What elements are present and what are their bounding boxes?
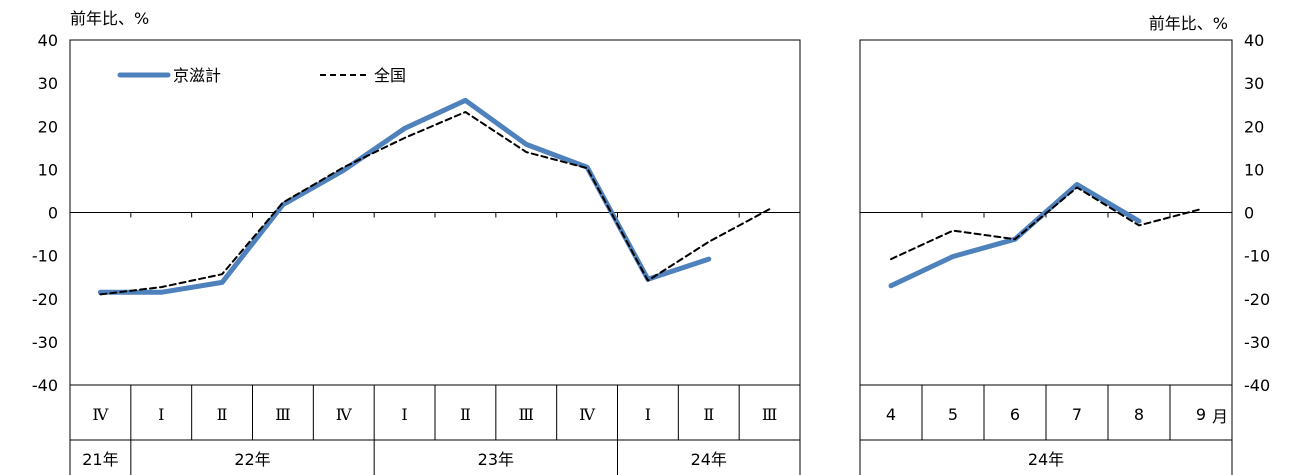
x-category-label: Ⅱ: [703, 405, 714, 424]
x-category-label: Ⅲ: [275, 405, 290, 424]
x-category-label: Ⅰ: [401, 405, 407, 424]
x-category-label: Ⅱ: [217, 405, 228, 424]
y-tick-label: 20: [38, 117, 58, 136]
y-tick-label: -40: [1244, 376, 1270, 395]
x-category-label: 5: [948, 405, 958, 424]
x-category-label: 4: [886, 405, 896, 424]
legend-label-national: 全国: [374, 66, 406, 85]
y-tick-label: 0: [48, 204, 58, 223]
series-line-national: [890, 186, 1202, 261]
y-unit-label-right: 前年比、%: [1149, 14, 1228, 33]
x-category-label: Ⅲ: [519, 405, 534, 424]
y-tick-label: 20: [1244, 117, 1264, 136]
year-group-label: 24年: [1028, 450, 1064, 469]
y-tick-label: -20: [1244, 290, 1270, 309]
y-tick-label: 40: [1244, 31, 1264, 50]
month-suffix-label: 月: [1212, 407, 1228, 426]
x-category-label: Ⅰ: [645, 405, 651, 424]
year-group-label: 21年: [82, 450, 118, 469]
y-tick-label: -30: [32, 333, 58, 352]
monthly-chart-panel: 前年比、% 40 30 20 10 0 -10 -20 -30 -40 4 5 6 7 8 9 月 24年: [859, 14, 1270, 475]
y-tick-label: -30: [1244, 333, 1270, 352]
quarterly-chart-panel: 前年比、% 40 30 20 10 0 -10 -20 -30 -40 Ⅳ Ⅰ Ⅱ Ⅲ Ⅳ Ⅰ Ⅱ Ⅲ Ⅳ Ⅰ Ⅱ Ⅲ 21…: [32, 9, 801, 475]
y-tick-label: -10: [1244, 247, 1270, 266]
y-unit-label-left: 前年比、%: [70, 9, 149, 28]
legend-label-kyoshi: 京滋計: [173, 66, 221, 85]
y-tick-label: -20: [32, 290, 58, 309]
x-category-label: Ⅱ: [460, 405, 471, 424]
y-tick-label: 30: [1244, 74, 1264, 93]
y-tick-label: 10: [1244, 160, 1264, 179]
x-category-label: Ⅳ: [336, 405, 353, 424]
x-category-label: 8: [1134, 405, 1144, 424]
x-category-label: 6: [1010, 405, 1020, 424]
y-tick-label: 10: [38, 160, 58, 179]
y-tick-label: 40: [38, 31, 58, 50]
series-line-national: [99, 111, 771, 296]
series-line-kyoshi: [888, 182, 1142, 289]
series-line-kyoshi: [97, 97, 712, 295]
year-group-label: 22年: [234, 450, 270, 469]
y-tick-label: -40: [32, 376, 58, 395]
x-category-label: Ⅰ: [158, 405, 164, 424]
year-group-label: 23年: [478, 450, 514, 469]
y-tick-label: 30: [38, 74, 58, 93]
x-category-label: Ⅳ: [92, 405, 109, 424]
year-group-label: 24年: [691, 450, 727, 469]
x-category-label: Ⅳ: [579, 405, 596, 424]
x-category-label: 7: [1072, 405, 1082, 424]
y-tick-label: -10: [32, 247, 58, 266]
x-category-label: 9: [1196, 405, 1206, 424]
x-category-label: Ⅲ: [762, 405, 777, 424]
y-tick-label: 0: [1244, 204, 1254, 223]
